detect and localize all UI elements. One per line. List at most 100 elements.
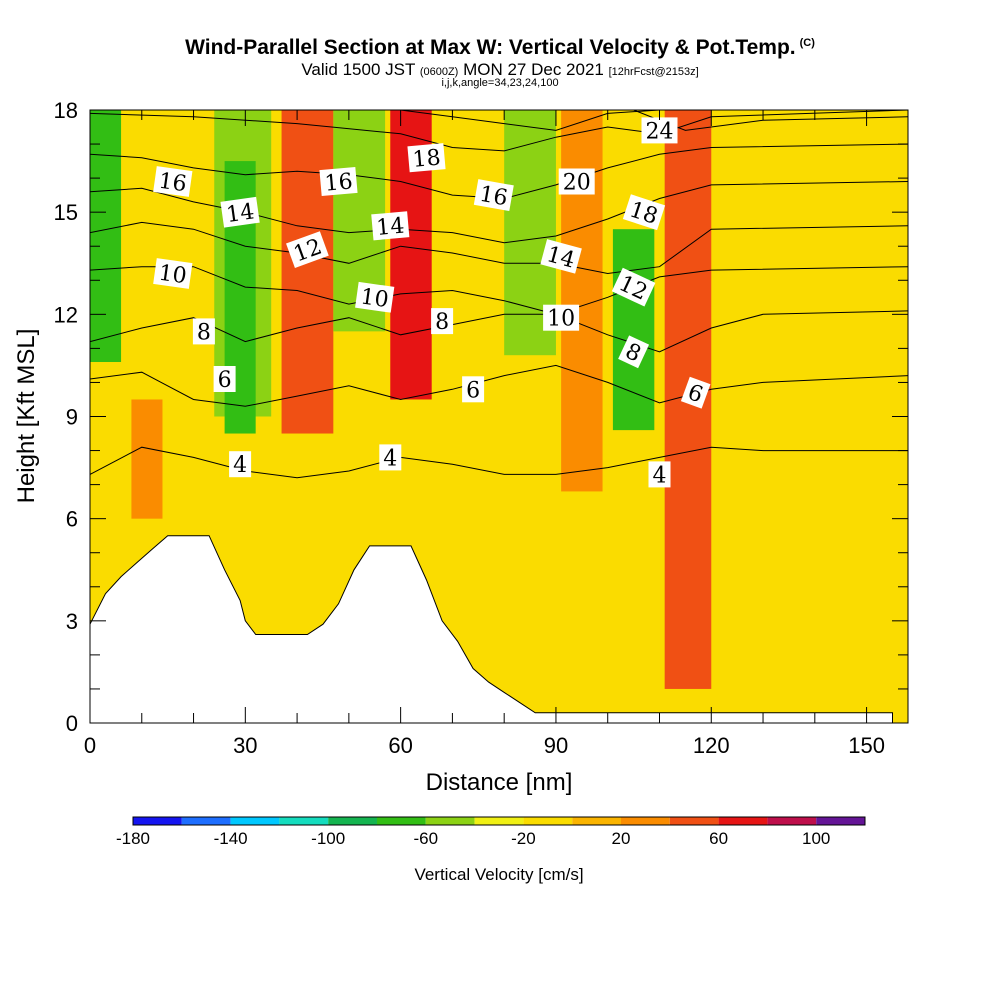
contour-label-text: 4: [233, 453, 247, 478]
x-axis: 0 30 60 90 120 150: [84, 110, 885, 758]
contour-label-23: 4: [648, 461, 671, 488]
y-tick-label: 0: [66, 711, 78, 736]
contour-label-text: 6: [466, 378, 480, 403]
y-axis-title: Height [Kft MSL]: [13, 329, 40, 504]
terrain-layer: [89, 535, 893, 724]
contour-label-text: 14: [375, 214, 405, 241]
contour-label-text: 10: [157, 261, 188, 290]
colorbar-tick-label: 20: [612, 829, 631, 848]
colorbar-swatch-10: [621, 817, 670, 825]
contour-label-20: 6: [680, 376, 711, 409]
x-tick-label: 150: [848, 733, 885, 758]
contour-label-text: 8: [197, 320, 211, 345]
contour-label-box: [680, 376, 711, 409]
x-tick-label: 90: [544, 733, 568, 758]
y-tick-label: 3: [66, 609, 78, 634]
contour-label-21: 4: [229, 451, 252, 478]
contour-label-box: [153, 166, 193, 197]
colorbar-tick-label: -100: [311, 829, 345, 848]
contour-label-text: 4: [653, 463, 667, 488]
contour-label-4: 14: [371, 211, 410, 241]
colorbar-swatch-4: [328, 817, 377, 825]
x-tick-label: 0: [84, 733, 96, 758]
colorbar-tick-label: -180: [116, 829, 150, 848]
contour-label-box: [379, 444, 402, 471]
contour-label-box: [407, 143, 446, 173]
contour-label-17: 8: [618, 335, 650, 369]
contour-label-text: 8: [435, 310, 449, 335]
contour-label-14: 10: [543, 304, 580, 332]
contour-label-box: [229, 451, 252, 478]
theta-contour-10: [90, 266, 908, 315]
contour-label-box: [319, 166, 358, 197]
contour-label-text: 16: [157, 169, 188, 198]
contour-label-box: [543, 304, 580, 331]
colorbar-swatch-2: [230, 817, 280, 825]
colorbar-tick-label: -20: [511, 829, 536, 848]
contour-label-text: 10: [547, 307, 575, 332]
colorbar-swatch-14: [816, 817, 865, 825]
x-tick-label: 120: [693, 733, 730, 758]
theta-contour-20: [400, 110, 660, 131]
colorbar-frame: [132, 816, 866, 826]
contour-label-box: [622, 194, 666, 231]
colorbar-swatch-5: [377, 817, 426, 825]
contour-label-12: 10: [153, 258, 193, 290]
contour-label-box: [153, 258, 193, 289]
contour-label-19: 6: [462, 376, 485, 403]
velocity-band-10: [131, 399, 163, 519]
contour-label-text: 18: [412, 146, 442, 173]
contour-label-box: [355, 281, 395, 313]
terrain-fill: [89, 535, 893, 724]
contour-label-3: 18: [407, 143, 446, 173]
velocity-band-8: [612, 229, 655, 431]
y-tick-label: 12: [54, 302, 78, 327]
x-axis-title: Distance [nm]: [426, 769, 573, 796]
y-tick-label: 6: [66, 507, 78, 532]
y-tick-label: 18: [54, 98, 78, 123]
contour-label-18: 6: [213, 366, 236, 393]
colorbar-tick-label: -60: [414, 829, 439, 848]
contour-label-box: [192, 318, 215, 345]
contour-label-6: 16: [473, 179, 514, 211]
colorbar-tick-label: -140: [214, 829, 248, 848]
colorbar-swatch-3: [279, 817, 329, 825]
contour-label-7: 20: [558, 168, 595, 196]
contour-label-8: 24: [641, 117, 678, 144]
chart-ijk-line: i,j,k,angle=34,23,24,100: [441, 77, 559, 89]
contour-label-box: [213, 366, 236, 392]
chart-subtitle: Valid 1500 JST (0600Z) MON 27 Dec 2021 […: [301, 60, 699, 79]
velocity-band-3: [281, 110, 334, 434]
contour-label-box: [641, 117, 678, 144]
colorbar-swatch-13: [767, 817, 817, 825]
contour-label-text: 16: [478, 182, 510, 211]
colorbar-title: Vertical Velocity [cm/s]: [414, 865, 583, 884]
theta-contour-4: [90, 446, 908, 479]
contour-label-box: [220, 196, 260, 228]
contour-label-text: 10: [359, 284, 390, 313]
contour-label-box: [540, 239, 582, 274]
contour-label-text: 24: [646, 119, 674, 144]
contour-label-box: [648, 461, 671, 488]
colorbar-swatch-9: [572, 817, 621, 825]
contour-label-box: [431, 308, 454, 335]
contour-label-2: 16: [319, 166, 358, 197]
colorbar-tick-label: 60: [709, 829, 728, 848]
x-tick-label: 60: [388, 733, 412, 758]
contour-label-box: [618, 335, 650, 369]
contour-label-16: 8: [431, 308, 454, 335]
chart-title: Wind-Parallel Section at Max W: Vertical…: [185, 36, 815, 59]
contour-label-text: 16: [324, 169, 354, 196]
colorbar-swatch-8: [523, 817, 573, 825]
x-tick-label: 30: [233, 733, 257, 758]
theta-contour-12: [90, 221, 908, 275]
colorbar-tick-label: 100: [802, 829, 830, 848]
theta-contour-16: [90, 143, 908, 200]
colorbar-swatch-0: [133, 817, 182, 825]
velocity-band-0: [90, 110, 122, 363]
contour-label-box: [462, 376, 485, 403]
contour-label-15: 8: [192, 318, 215, 345]
contour-label-box: [371, 211, 410, 241]
